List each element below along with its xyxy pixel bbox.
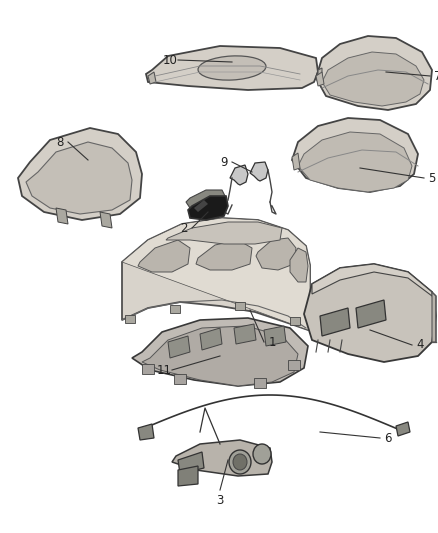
Polygon shape	[122, 218, 309, 330]
Polygon shape	[187, 196, 227, 220]
Polygon shape	[194, 200, 208, 212]
Polygon shape	[297, 132, 411, 192]
Polygon shape	[138, 424, 154, 440]
Polygon shape	[122, 218, 309, 330]
Text: 10: 10	[162, 53, 177, 67]
Polygon shape	[290, 248, 307, 282]
Polygon shape	[18, 128, 141, 220]
Ellipse shape	[233, 454, 247, 470]
Text: 4: 4	[415, 338, 423, 351]
Polygon shape	[303, 264, 435, 362]
Polygon shape	[138, 240, 190, 272]
Polygon shape	[254, 378, 265, 388]
Polygon shape	[195, 240, 251, 270]
Polygon shape	[315, 72, 323, 86]
Polygon shape	[287, 360, 299, 370]
Text: 11: 11	[156, 364, 171, 376]
Polygon shape	[170, 305, 180, 313]
Text: 5: 5	[427, 172, 434, 184]
Polygon shape	[132, 318, 307, 386]
Polygon shape	[173, 374, 186, 384]
Polygon shape	[177, 452, 204, 474]
Polygon shape	[311, 264, 431, 296]
Polygon shape	[249, 162, 267, 181]
Ellipse shape	[229, 450, 251, 474]
Text: 7: 7	[433, 69, 438, 83]
Polygon shape	[230, 165, 247, 185]
Polygon shape	[315, 36, 431, 110]
Polygon shape	[125, 315, 135, 323]
Polygon shape	[234, 302, 244, 310]
Polygon shape	[431, 292, 435, 342]
Polygon shape	[166, 222, 281, 244]
Polygon shape	[395, 422, 409, 436]
Ellipse shape	[252, 444, 270, 464]
Polygon shape	[321, 52, 423, 106]
Text: 6: 6	[383, 432, 391, 445]
Text: 1: 1	[268, 335, 275, 349]
Polygon shape	[291, 118, 417, 192]
Polygon shape	[148, 72, 155, 84]
Polygon shape	[177, 466, 198, 486]
Ellipse shape	[198, 56, 265, 80]
Polygon shape	[290, 317, 299, 325]
Polygon shape	[200, 328, 222, 350]
Polygon shape	[186, 190, 226, 210]
Text: 8: 8	[56, 135, 64, 149]
Polygon shape	[56, 208, 68, 224]
Polygon shape	[146, 46, 317, 90]
Polygon shape	[355, 300, 385, 328]
Text: 2: 2	[180, 222, 187, 235]
Polygon shape	[291, 153, 299, 170]
Polygon shape	[100, 212, 112, 228]
Text: 9: 9	[220, 156, 227, 168]
Polygon shape	[168, 336, 190, 358]
Polygon shape	[263, 326, 285, 346]
Polygon shape	[26, 142, 132, 214]
Text: 3: 3	[216, 494, 223, 506]
Polygon shape	[317, 68, 321, 82]
Polygon shape	[233, 324, 255, 344]
Polygon shape	[141, 364, 154, 374]
Polygon shape	[172, 440, 272, 476]
Polygon shape	[319, 308, 349, 336]
Polygon shape	[141, 326, 297, 386]
Polygon shape	[255, 238, 295, 270]
